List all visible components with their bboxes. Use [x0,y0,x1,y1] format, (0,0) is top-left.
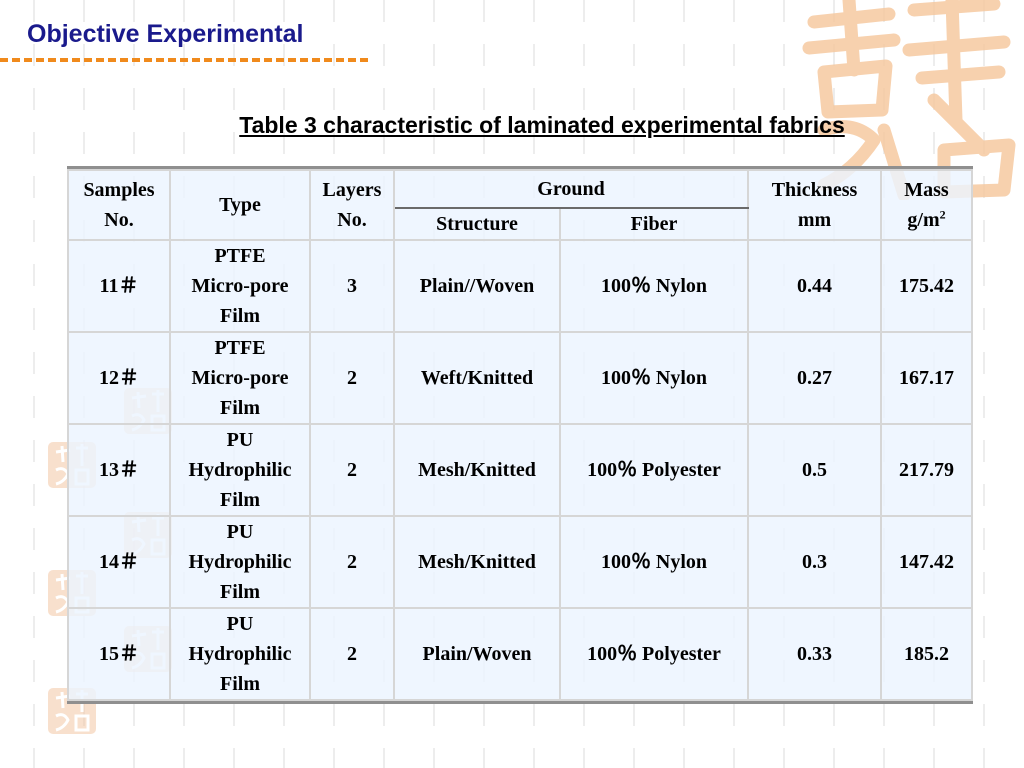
cell-fiber: 100％ Nylon [559,239,749,333]
table-frame: Samples No. Type Layers No. Ground Thick… [67,166,973,704]
table-row: 14＃ PU Hydrophilic Film 2 Mesh/Knitted 100… [67,515,973,609]
cell-mass: 185.2 [880,607,973,701]
cell-thickness: 0.33 [747,607,882,701]
cell-fiber: 100％ Polyester [559,607,749,701]
cell-fiber: 100％ Polyester [559,423,749,517]
table-row: 13＃ PU Hydrophilic Film 2 Mesh/Knitted 100… [67,423,973,517]
cell-thickness: 0.5 [747,423,882,517]
table-body: 11＃ PTFE Micro-pore Film 3 Plain//Woven 10… [67,239,973,701]
cell-type: PU Hydrophilic Film [169,423,311,517]
header-structure: Structure [393,207,561,241]
cell-structure: Plain/Woven [393,607,561,701]
cell-thickness: 0.3 [747,515,882,609]
cell-layers: 2 [309,607,395,701]
header-type: Type [169,169,311,241]
header-thickness: Thickness mm [747,169,882,241]
fabrics-table: Samples No. Type Layers No. Ground Thick… [67,169,973,701]
header-mass: Mass g/m2 [880,169,973,241]
header-layers: Layers No. [309,169,395,241]
cell-sample: 12＃ [67,331,171,425]
cell-thickness: 0.44 [747,239,882,333]
cell-type: PU Hydrophilic Film [169,515,311,609]
cell-sample: 14＃ [67,515,171,609]
table-row: 12＃ PTFE Micro-pore Film 2 Weft/Knitted 10… [67,331,973,425]
cell-type: PTFE Micro-pore Film [169,331,311,425]
cell-structure: Plain//Woven [393,239,561,333]
cell-mass: 217.79 [880,423,973,517]
cell-layers: 2 [309,331,395,425]
cell-fiber: 100％ Nylon [559,331,749,425]
table-row: 11＃ PTFE Micro-pore Film 3 Plain//Woven 10… [67,239,973,333]
cell-type: PTFE Micro-pore Film [169,239,311,333]
cell-sample: 15＃ [67,607,171,701]
table-caption: Table 3 characteristic of laminated expe… [239,112,845,138]
cell-layers: 2 [309,515,395,609]
table-row: 15＃ PU Hydrophilic Film 2 Plain/Woven 100％… [67,607,973,701]
cell-mass: 167.17 [880,331,973,425]
cell-type: PU Hydrophilic Film [169,607,311,701]
cell-layers: 3 [309,239,395,333]
cell-mass: 175.42 [880,239,973,333]
title-dashed-rule [0,58,368,62]
cell-thickness: 0.27 [747,331,882,425]
cell-sample: 11＃ [67,239,171,333]
cell-structure: Mesh/Knitted [393,515,561,609]
header-ground: Ground [393,169,749,209]
header-fiber: Fiber [559,207,749,241]
cell-structure: Weft/Knitted [393,331,561,425]
cell-structure: Mesh/Knitted [393,423,561,517]
cell-sample: 13＃ [67,423,171,517]
cell-layers: 2 [309,423,395,517]
cell-fiber: 100％ Nylon [559,515,749,609]
header-samples: Samples No. [67,169,171,241]
cell-mass: 147.42 [880,515,973,609]
slide-title: Objective Experimental [27,20,304,48]
